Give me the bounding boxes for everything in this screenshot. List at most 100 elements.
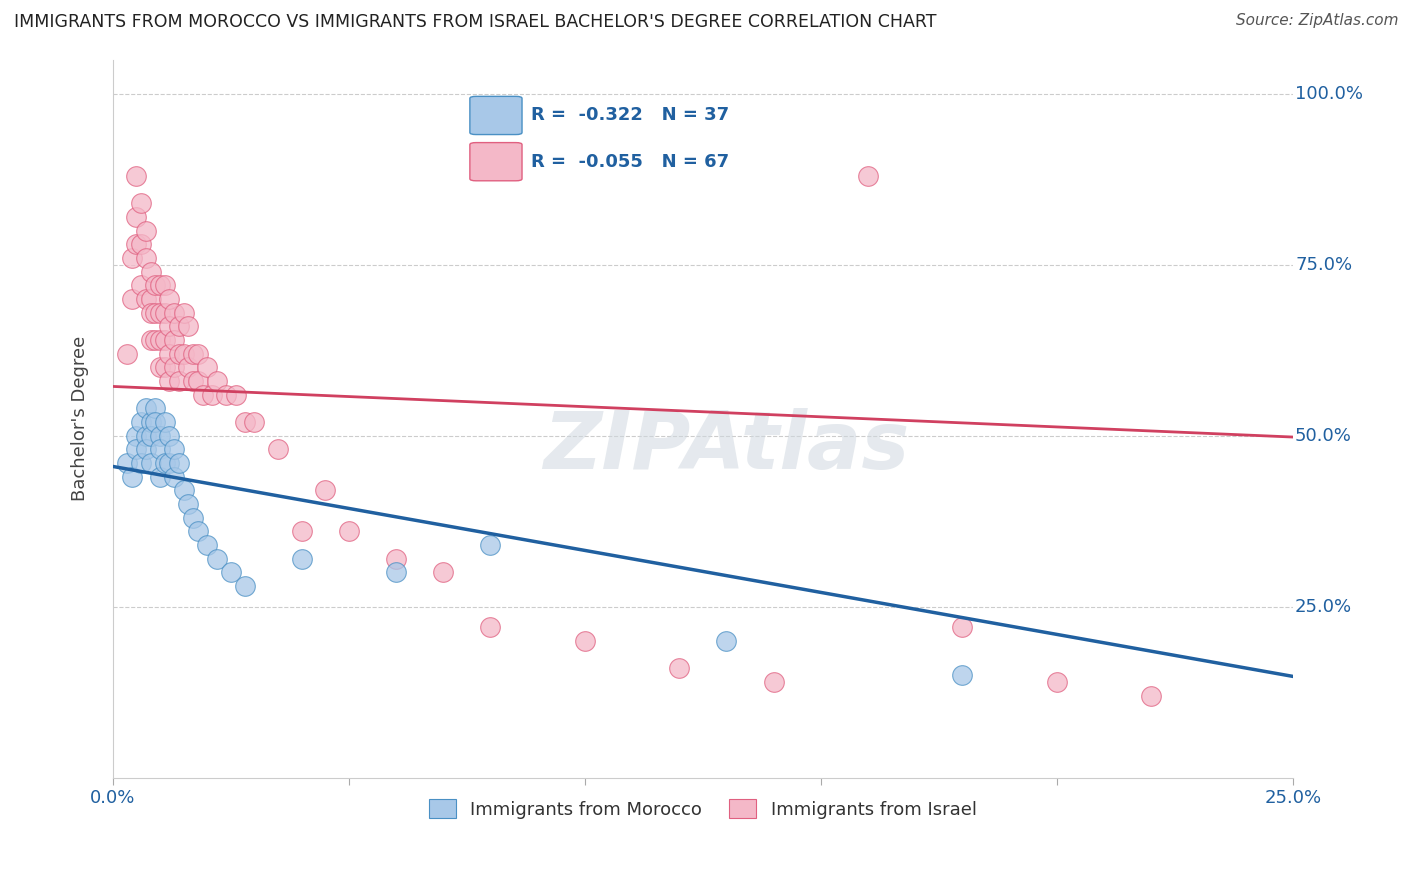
Point [159, 456, 181, 470]
Point [153, 305, 176, 319]
Point [167, 374, 190, 388]
Text: ZIPAtlas: ZIPAtlas [543, 409, 910, 486]
Point [153, 333, 176, 347]
Point [159, 292, 181, 306]
Point [153, 278, 176, 293]
Point [1140, 689, 1163, 703]
Point [143, 415, 166, 429]
Point [159, 319, 181, 334]
Text: 75.0%: 75.0% [1295, 256, 1353, 274]
Text: 100.0%: 100.0% [1295, 85, 1362, 103]
Point [1046, 674, 1069, 689]
Point [950, 620, 973, 634]
Point [129, 237, 152, 252]
Point [143, 333, 166, 347]
Point [163, 442, 186, 457]
Point [135, 292, 157, 306]
Point [135, 401, 157, 416]
Text: 50.0%: 50.0% [1295, 426, 1353, 445]
Point [125, 428, 148, 442]
Point [201, 387, 224, 401]
Point [129, 415, 152, 429]
Point [177, 497, 200, 511]
Point [856, 169, 879, 183]
Point [574, 633, 596, 648]
Point [267, 442, 290, 457]
Point [225, 387, 247, 401]
Point [129, 278, 152, 293]
Point [432, 566, 454, 580]
Point [219, 566, 242, 580]
Point [139, 428, 162, 442]
Point [195, 360, 218, 375]
Point [950, 668, 973, 682]
Legend: Immigrants from Morocco, Immigrants from Israel: Immigrants from Morocco, Immigrants from… [422, 792, 984, 826]
Point [139, 333, 162, 347]
Point [149, 360, 172, 375]
Point [668, 661, 690, 675]
Point [159, 428, 181, 442]
Point [115, 346, 138, 360]
Point [121, 292, 143, 306]
Point [187, 524, 209, 539]
Point [187, 374, 209, 388]
Point [291, 524, 314, 539]
Point [129, 456, 152, 470]
Text: IMMIGRANTS FROM MOROCCO VS IMMIGRANTS FROM ISRAEL BACHELOR'S DEGREE CORRELATION : IMMIGRANTS FROM MOROCCO VS IMMIGRANTS FR… [14, 13, 936, 31]
Point [187, 346, 209, 360]
Point [385, 551, 408, 566]
Point [125, 169, 148, 183]
Point [149, 305, 172, 319]
Point [191, 387, 214, 401]
Point [173, 346, 195, 360]
Point [716, 633, 738, 648]
Point [173, 483, 195, 498]
Point [762, 674, 785, 689]
Point [291, 551, 314, 566]
Point [139, 456, 162, 470]
Point [215, 387, 238, 401]
Point [135, 251, 157, 265]
Point [167, 456, 190, 470]
Point [125, 442, 148, 457]
Point [139, 264, 162, 278]
Point [177, 360, 200, 375]
Point [115, 456, 138, 470]
Point [139, 305, 162, 319]
Point [149, 442, 172, 457]
Point [233, 415, 256, 429]
Point [153, 456, 176, 470]
Point [163, 305, 186, 319]
Point [121, 251, 143, 265]
Point [173, 305, 195, 319]
Point [143, 401, 166, 416]
Point [159, 346, 181, 360]
Point [163, 469, 186, 483]
Point [125, 237, 148, 252]
Point [181, 374, 204, 388]
Point [181, 510, 204, 524]
Point [149, 428, 172, 442]
Point [243, 415, 266, 429]
Point [163, 333, 186, 347]
Point [163, 360, 186, 375]
Point [149, 278, 172, 293]
Point [153, 415, 176, 429]
Point [159, 374, 181, 388]
Point [233, 579, 256, 593]
Point [149, 333, 172, 347]
Text: 25.0%: 25.0% [1295, 598, 1353, 615]
Point [135, 428, 157, 442]
Point [314, 483, 336, 498]
Point [153, 360, 176, 375]
Text: Source: ZipAtlas.com: Source: ZipAtlas.com [1236, 13, 1399, 29]
Point [167, 319, 190, 334]
Point [167, 346, 190, 360]
Point [205, 551, 228, 566]
Point [181, 346, 204, 360]
Point [121, 469, 143, 483]
Point [385, 566, 408, 580]
Point [135, 223, 157, 237]
Point [139, 292, 162, 306]
Point [125, 210, 148, 224]
